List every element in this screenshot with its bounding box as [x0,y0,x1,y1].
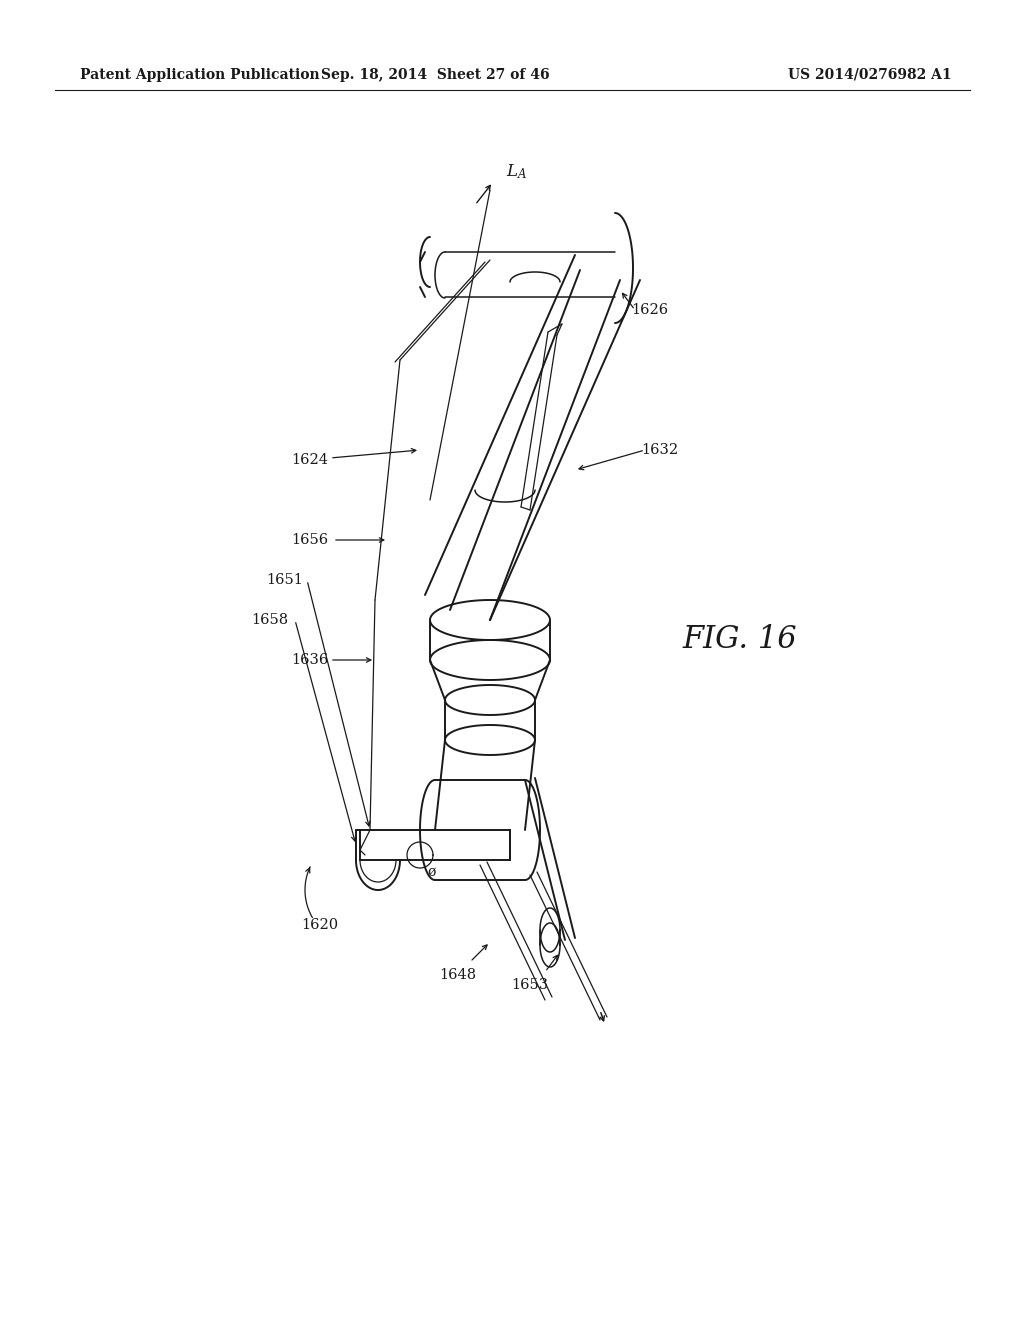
Text: FIG. 16: FIG. 16 [683,624,798,656]
Text: 1651: 1651 [266,573,303,587]
Text: 1648: 1648 [439,968,476,982]
Text: 1626: 1626 [632,304,669,317]
Text: 1653: 1653 [511,978,549,993]
Text: 1636: 1636 [292,653,329,667]
Text: 1656: 1656 [292,533,329,546]
Text: $L_A$: $L_A$ [506,162,527,181]
Text: US 2014/0276982 A1: US 2014/0276982 A1 [788,69,952,82]
Text: ø: ø [428,865,436,879]
Text: 1624: 1624 [292,453,329,467]
Text: Sep. 18, 2014  Sheet 27 of 46: Sep. 18, 2014 Sheet 27 of 46 [321,69,549,82]
Text: 1632: 1632 [641,444,679,457]
Text: 1620: 1620 [301,917,339,932]
Text: Patent Application Publication: Patent Application Publication [80,69,319,82]
Text: 1658: 1658 [252,612,289,627]
